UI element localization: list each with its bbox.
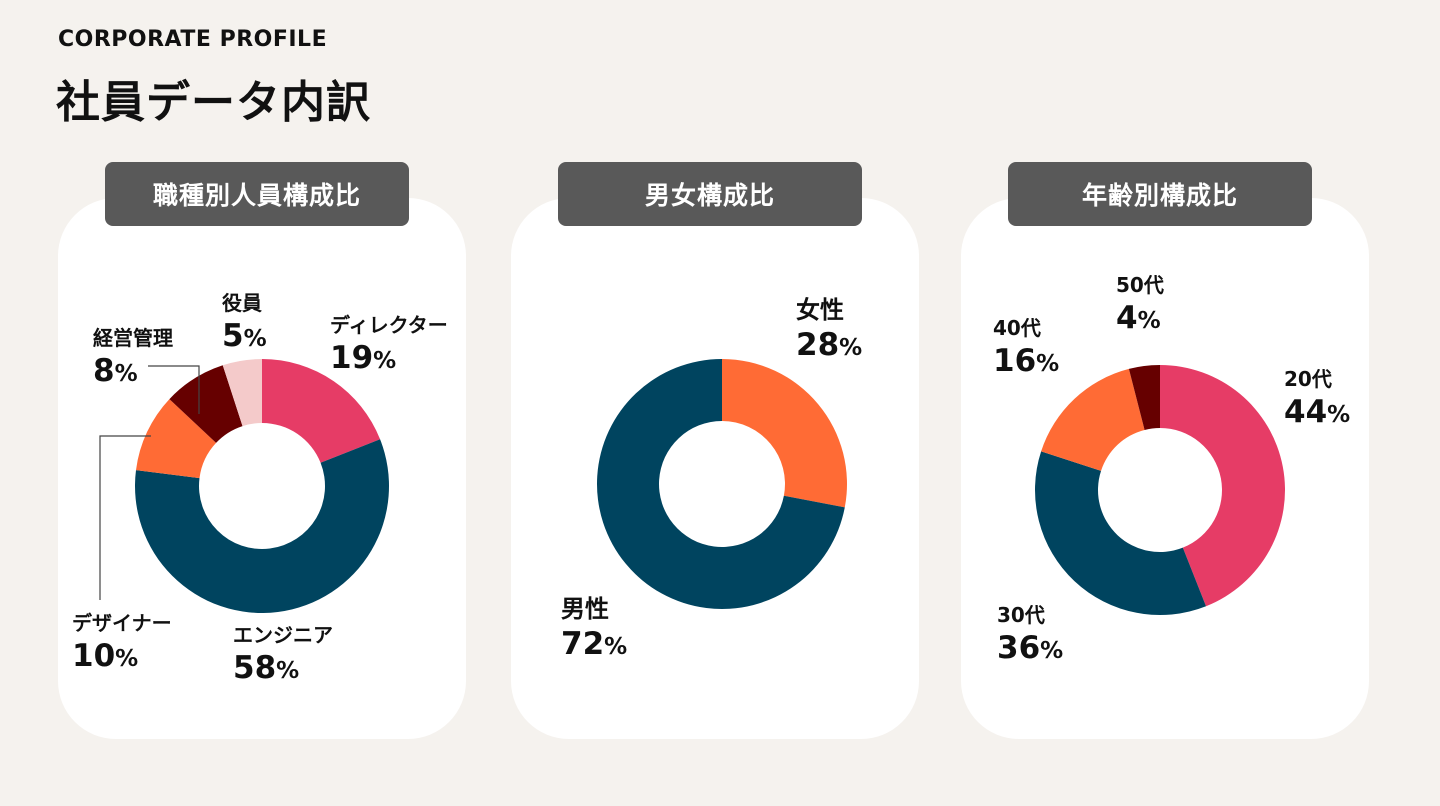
- label-male: 男性 72%: [561, 597, 627, 660]
- slice-value: 72%: [561, 626, 628, 662]
- donut-slice-1-1: [597, 359, 845, 609]
- slice-value: 19%: [330, 340, 397, 376]
- label-engineer: エンジニア 58%: [233, 625, 333, 684]
- slice-label: ディレクター: [330, 313, 448, 337]
- label-20s: 20代 44%: [1284, 369, 1350, 428]
- slice-label: 20代: [1284, 367, 1332, 391]
- slice-label: 男性: [561, 595, 609, 623]
- slice-label: 40代: [993, 316, 1041, 340]
- slice-value: 58%: [233, 650, 300, 686]
- leader-line-keiei: [148, 365, 200, 414]
- slice-value: 4%: [1116, 300, 1161, 336]
- slice-value: 44%: [1284, 394, 1351, 430]
- page-title: 社員データ内訳: [56, 77, 371, 128]
- donut-slice-0-3: [169, 365, 243, 443]
- slice-value: 8%: [93, 353, 138, 389]
- slice-label: 50代: [1116, 273, 1164, 297]
- label-yakuin: 役員 5%: [222, 293, 267, 352]
- label-designer: デザイナー 10%: [72, 613, 172, 672]
- card-header-age: 年齢別構成比: [1008, 162, 1312, 226]
- slice-label: 30代: [997, 603, 1045, 627]
- label-30s: 30代 36%: [997, 605, 1063, 664]
- donut-age: [1035, 365, 1286, 616]
- leader-line-designer: [99, 435, 151, 600]
- slice-value: 36%: [997, 630, 1064, 666]
- donut-slice-1-0: [722, 359, 847, 508]
- card-age: [961, 198, 1369, 739]
- label-keiei: 経営管理 8%: [93, 328, 173, 387]
- slice-value: 16%: [993, 343, 1060, 379]
- donut-slice-0-1: [135, 439, 389, 613]
- card-job-type: [58, 198, 466, 739]
- slice-value: 5%: [222, 318, 267, 354]
- donut-slice-0-2: [136, 399, 217, 479]
- donut-slice-2-3: [1128, 365, 1160, 430]
- donut-slice-2-0: [1160, 365, 1286, 607]
- label-director: ディレクター 19%: [330, 315, 448, 374]
- eyebrow-text: CORPORATE PROFILE: [58, 27, 328, 52]
- slice-value: 28%: [796, 327, 863, 363]
- donut-slice-2-1: [1035, 451, 1207, 616]
- card-gender: [511, 198, 919, 739]
- slice-label: 女性: [796, 296, 844, 324]
- donut-slice-0-4: [222, 359, 262, 427]
- card-header-job-type: 職種別人員構成比: [105, 162, 409, 226]
- donut-job-type: [135, 359, 389, 613]
- slice-value: 10%: [72, 638, 139, 674]
- slice-label: デザイナー: [72, 611, 172, 635]
- slice-label: 役員: [222, 291, 262, 315]
- donut-gender: [597, 359, 847, 609]
- card-header-gender: 男女構成比: [558, 162, 862, 226]
- label-female: 女性 28%: [796, 298, 862, 361]
- donut-slice-0-0: [262, 359, 381, 463]
- label-50s: 50代 4%: [1116, 275, 1164, 334]
- slice-label: 経営管理: [93, 326, 173, 350]
- slice-label: エンジニア: [233, 623, 333, 647]
- donut-slice-2-2: [1041, 368, 1145, 471]
- label-40s: 40代 16%: [993, 318, 1059, 377]
